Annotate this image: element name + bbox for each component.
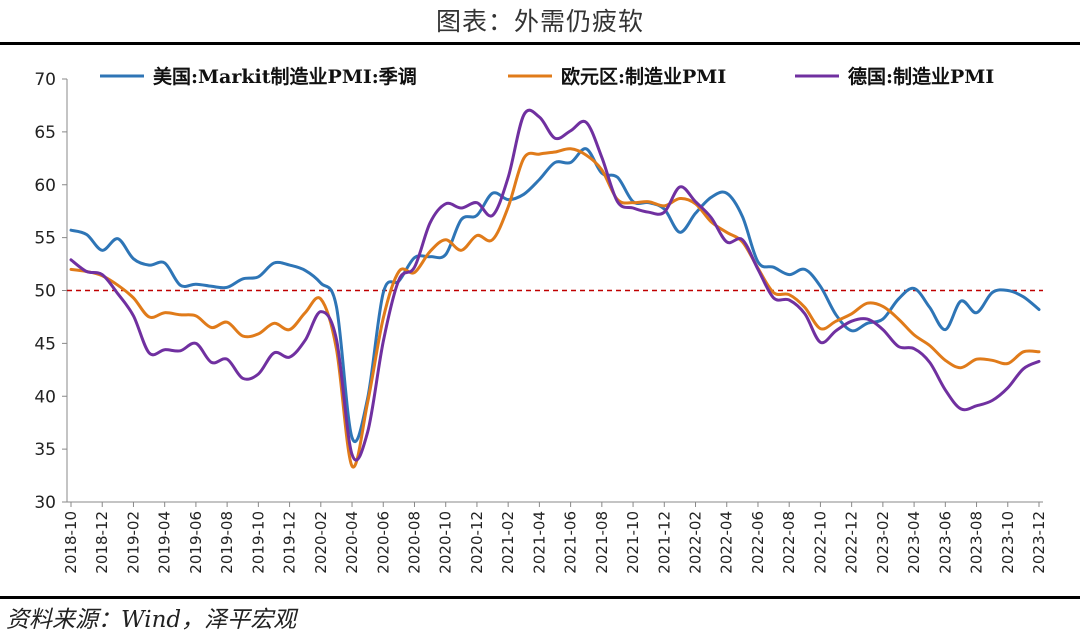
x-tick-label: 2021-02: [499, 511, 517, 574]
top-rule: [0, 42, 1080, 45]
x-tick-label: 2023-08: [968, 511, 986, 574]
x-tick-label: 2020-12: [468, 511, 486, 574]
x-tick-label: 2021-04: [530, 511, 548, 574]
y-tick-label: 30: [34, 493, 56, 513]
x-tick-label: 2019-08: [218, 511, 236, 574]
bottom-rule: [0, 596, 1080, 599]
x-tick-label: 2019-12: [281, 511, 299, 574]
x-tick-label: 2019-02: [124, 511, 142, 574]
series-line-eurozone-pmi: [69, 147, 1041, 469]
x-tick-label: 2019-06: [187, 511, 205, 574]
x-tick-label: 2021-08: [593, 511, 611, 574]
x-tick-label: 2020-06: [374, 511, 392, 574]
x-tick-label: 2021-12: [655, 511, 673, 574]
y-tick-label: 55: [34, 229, 56, 249]
y-tick-label: 50: [34, 282, 56, 302]
x-tick-label: 2023-04: [905, 511, 923, 574]
y-tick-label: 40: [34, 387, 56, 407]
x-tick-label: 2022-02: [687, 511, 705, 574]
series-line-us-pmi: [69, 147, 1041, 444]
x-tick-label: 2022-04: [718, 511, 736, 574]
y-tick-label: 60: [34, 176, 56, 196]
x-tick-label: 2018-10: [62, 511, 80, 574]
source-note: 资料来源：Wind，泽平宏观: [6, 607, 297, 633]
legend-item-eurozone-pmi-label: 欧元区:制造业PMI: [561, 65, 726, 88]
x-tick-label: 2020-08: [405, 511, 423, 574]
x-tick-label: 2019-04: [156, 511, 174, 574]
x-tick-label: 2021-10: [624, 511, 642, 574]
x-tick-label: 2023-06: [936, 511, 954, 574]
x-tick-label: 2022-10: [811, 511, 829, 574]
x-tick-label: 2022-06: [749, 511, 767, 574]
x-tick-label: 2023-10: [999, 511, 1017, 574]
series-line-germany-pmi: [69, 108, 1041, 462]
x-tick-label: 2022-08: [780, 511, 798, 574]
y-tick-label: 65: [34, 123, 56, 143]
chart-title: 图表：外需仍疲软: [435, 7, 644, 36]
x-tick-label: 2023-02: [874, 511, 892, 574]
x-tick-label: 2018-12: [93, 511, 111, 574]
y-tick-label: 45: [34, 334, 56, 354]
y-tick-label: 35: [34, 440, 56, 460]
x-tick-label: 2021-06: [562, 511, 580, 574]
x-tick-label: 2019-10: [249, 511, 267, 574]
x-tick-label: 2023-12: [1030, 511, 1048, 574]
legend-item-germany-pmi-label: 德国:制造业PMI: [848, 65, 994, 88]
legend-item-us-pmi-label: 美国:Markit制造业PMI:季调: [153, 65, 417, 88]
y-tick-label: 70: [34, 70, 56, 90]
x-tick-label: 2022-12: [843, 511, 861, 574]
x-tick-label: 2020-02: [312, 511, 330, 574]
x-tick-label: 2020-04: [343, 511, 361, 574]
line-chart: 30 35 40 45 50 55 60 65 70 2018-10 2018-12 2019-02 2…: [34, 65, 1048, 574]
x-tick-label: 2020-10: [437, 511, 455, 574]
